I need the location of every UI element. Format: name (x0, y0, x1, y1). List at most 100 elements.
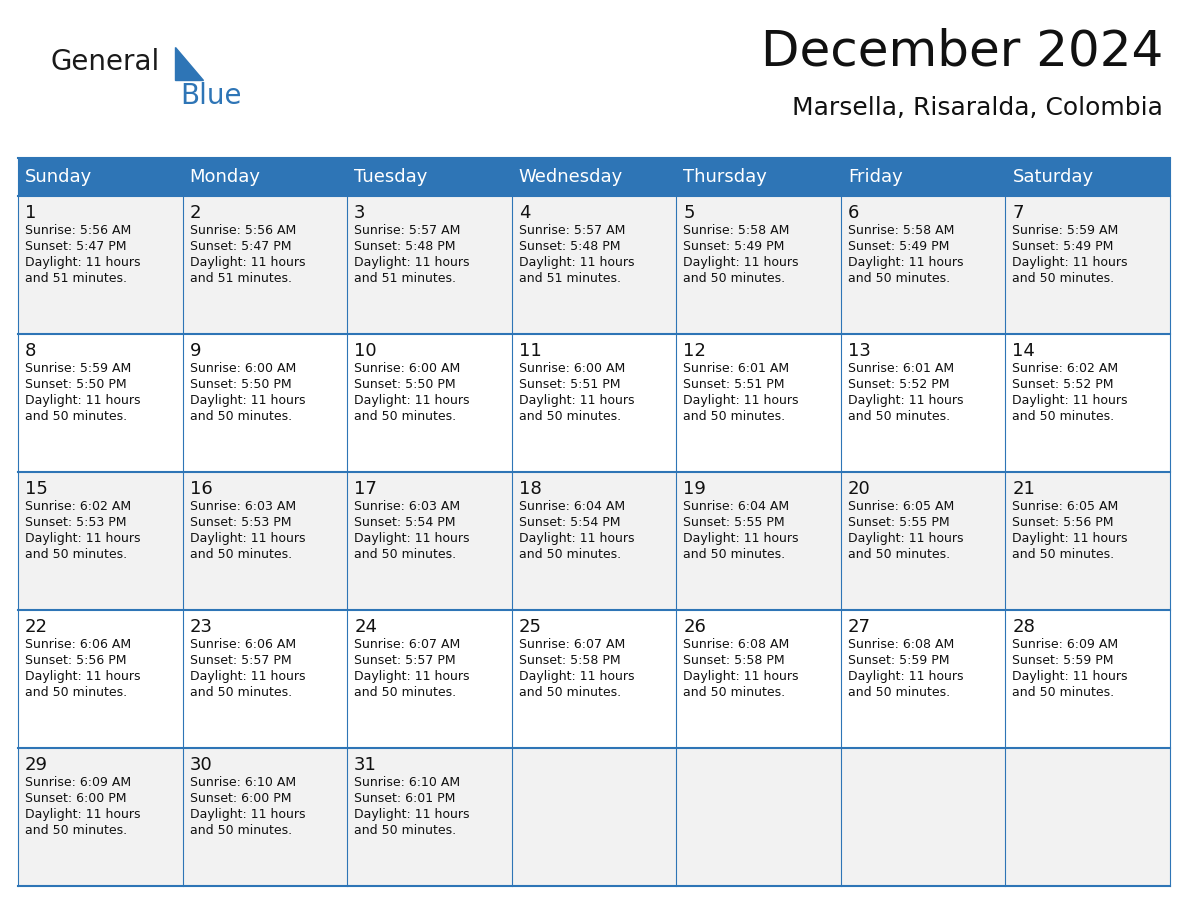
Text: Sunrise: 6:01 AM: Sunrise: 6:01 AM (848, 362, 954, 375)
Text: 17: 17 (354, 480, 377, 498)
Text: Sunrise: 6:10 AM: Sunrise: 6:10 AM (190, 776, 296, 789)
Text: and 50 minutes.: and 50 minutes. (190, 824, 292, 837)
Text: 10: 10 (354, 342, 377, 360)
Text: and 50 minutes.: and 50 minutes. (848, 686, 950, 699)
Polygon shape (175, 47, 203, 80)
Text: Daylight: 11 hours: Daylight: 11 hours (354, 532, 469, 545)
Text: 16: 16 (190, 480, 213, 498)
Text: Sunrise: 6:07 AM: Sunrise: 6:07 AM (519, 638, 625, 651)
Text: Sunset: 5:58 PM: Sunset: 5:58 PM (519, 654, 620, 667)
Text: Sunset: 5:49 PM: Sunset: 5:49 PM (683, 240, 784, 253)
Text: and 50 minutes.: and 50 minutes. (190, 686, 292, 699)
Text: Blue: Blue (181, 82, 241, 110)
Text: Sunset: 5:49 PM: Sunset: 5:49 PM (848, 240, 949, 253)
Text: Sunset: 5:52 PM: Sunset: 5:52 PM (1012, 378, 1114, 391)
Bar (18, 748, 1170, 886)
Bar (18, 334, 1170, 472)
Text: Sunset: 5:48 PM: Sunset: 5:48 PM (354, 240, 456, 253)
Text: 13: 13 (848, 342, 871, 360)
Text: and 50 minutes.: and 50 minutes. (683, 548, 785, 561)
Text: 18: 18 (519, 480, 542, 498)
Text: Sunset: 5:48 PM: Sunset: 5:48 PM (519, 240, 620, 253)
Text: Sunset: 5:59 PM: Sunset: 5:59 PM (848, 654, 949, 667)
Bar (18, 196, 1170, 334)
Text: Daylight: 11 hours: Daylight: 11 hours (354, 670, 469, 683)
Text: Daylight: 11 hours: Daylight: 11 hours (25, 670, 140, 683)
Text: Sunrise: 6:05 AM: Sunrise: 6:05 AM (848, 500, 954, 513)
Text: 25: 25 (519, 618, 542, 636)
Text: Sunset: 5:47 PM: Sunset: 5:47 PM (190, 240, 291, 253)
Text: Daylight: 11 hours: Daylight: 11 hours (519, 256, 634, 269)
Text: Sunset: 5:50 PM: Sunset: 5:50 PM (190, 378, 291, 391)
Text: Sunrise: 5:57 AM: Sunrise: 5:57 AM (354, 224, 461, 237)
Text: Sunrise: 6:03 AM: Sunrise: 6:03 AM (354, 500, 460, 513)
Text: 3: 3 (354, 204, 366, 222)
Text: Sunset: 5:47 PM: Sunset: 5:47 PM (25, 240, 126, 253)
Text: Sunrise: 5:57 AM: Sunrise: 5:57 AM (519, 224, 625, 237)
Text: and 51 minutes.: and 51 minutes. (354, 272, 456, 285)
Text: Sunrise: 5:58 AM: Sunrise: 5:58 AM (848, 224, 954, 237)
Text: and 50 minutes.: and 50 minutes. (848, 410, 950, 423)
Text: Sunrise: 6:06 AM: Sunrise: 6:06 AM (25, 638, 131, 651)
Text: Marsella, Risaralda, Colombia: Marsella, Risaralda, Colombia (792, 96, 1163, 120)
Text: Daylight: 11 hours: Daylight: 11 hours (190, 670, 305, 683)
Text: Sunset: 5:51 PM: Sunset: 5:51 PM (683, 378, 785, 391)
Text: Sunset: 5:52 PM: Sunset: 5:52 PM (848, 378, 949, 391)
Text: and 50 minutes.: and 50 minutes. (25, 824, 127, 837)
Text: Sunrise: 6:00 AM: Sunrise: 6:00 AM (190, 362, 296, 375)
Text: Daylight: 11 hours: Daylight: 11 hours (354, 256, 469, 269)
Text: Sunrise: 6:08 AM: Sunrise: 6:08 AM (848, 638, 954, 651)
Text: Sunrise: 6:02 AM: Sunrise: 6:02 AM (25, 500, 131, 513)
Text: Daylight: 11 hours: Daylight: 11 hours (848, 256, 963, 269)
Text: and 50 minutes.: and 50 minutes. (1012, 410, 1114, 423)
Text: and 50 minutes.: and 50 minutes. (519, 410, 621, 423)
Text: 8: 8 (25, 342, 37, 360)
Text: Sunset: 5:53 PM: Sunset: 5:53 PM (25, 516, 126, 529)
Text: and 50 minutes.: and 50 minutes. (354, 824, 456, 837)
Text: 24: 24 (354, 618, 377, 636)
Text: and 50 minutes.: and 50 minutes. (683, 686, 785, 699)
Text: 31: 31 (354, 756, 377, 774)
Text: Daylight: 11 hours: Daylight: 11 hours (519, 532, 634, 545)
Text: and 51 minutes.: and 51 minutes. (190, 272, 291, 285)
Text: Daylight: 11 hours: Daylight: 11 hours (848, 532, 963, 545)
Text: and 50 minutes.: and 50 minutes. (519, 686, 621, 699)
Text: Sunrise: 5:56 AM: Sunrise: 5:56 AM (25, 224, 131, 237)
Text: 20: 20 (848, 480, 871, 498)
Text: Sunset: 5:54 PM: Sunset: 5:54 PM (519, 516, 620, 529)
Text: Sunset: 5:57 PM: Sunset: 5:57 PM (354, 654, 456, 667)
Text: and 50 minutes.: and 50 minutes. (354, 686, 456, 699)
Text: Sunrise: 5:56 AM: Sunrise: 5:56 AM (190, 224, 296, 237)
Text: Wednesday: Wednesday (519, 168, 623, 186)
Text: Daylight: 11 hours: Daylight: 11 hours (190, 256, 305, 269)
Text: 26: 26 (683, 618, 706, 636)
Text: 15: 15 (25, 480, 48, 498)
Text: Thursday: Thursday (683, 168, 767, 186)
Text: 6: 6 (848, 204, 859, 222)
Text: 21: 21 (1012, 480, 1035, 498)
Text: Sunset: 5:56 PM: Sunset: 5:56 PM (1012, 516, 1114, 529)
Text: Sunrise: 6:05 AM: Sunrise: 6:05 AM (1012, 500, 1119, 513)
Text: 28: 28 (1012, 618, 1035, 636)
Text: and 50 minutes.: and 50 minutes. (190, 410, 292, 423)
Text: Daylight: 11 hours: Daylight: 11 hours (848, 670, 963, 683)
Text: Daylight: 11 hours: Daylight: 11 hours (519, 670, 634, 683)
Text: Sunset: 5:50 PM: Sunset: 5:50 PM (354, 378, 456, 391)
Text: Daylight: 11 hours: Daylight: 11 hours (25, 256, 140, 269)
Text: 22: 22 (25, 618, 48, 636)
Text: Sunset: 6:01 PM: Sunset: 6:01 PM (354, 792, 455, 805)
Text: Monday: Monday (190, 168, 260, 186)
Text: 1: 1 (25, 204, 37, 222)
Text: Sunset: 6:00 PM: Sunset: 6:00 PM (25, 792, 126, 805)
Text: 9: 9 (190, 342, 201, 360)
Text: and 50 minutes.: and 50 minutes. (683, 410, 785, 423)
Text: Daylight: 11 hours: Daylight: 11 hours (190, 532, 305, 545)
Text: and 50 minutes.: and 50 minutes. (1012, 548, 1114, 561)
Text: Daylight: 11 hours: Daylight: 11 hours (354, 808, 469, 821)
Text: Daylight: 11 hours: Daylight: 11 hours (1012, 256, 1127, 269)
Text: Sunset: 5:58 PM: Sunset: 5:58 PM (683, 654, 785, 667)
Text: Sunset: 6:00 PM: Sunset: 6:00 PM (190, 792, 291, 805)
Text: Sunrise: 6:09 AM: Sunrise: 6:09 AM (1012, 638, 1119, 651)
Text: Sunday: Sunday (25, 168, 93, 186)
Text: Daylight: 11 hours: Daylight: 11 hours (25, 808, 140, 821)
